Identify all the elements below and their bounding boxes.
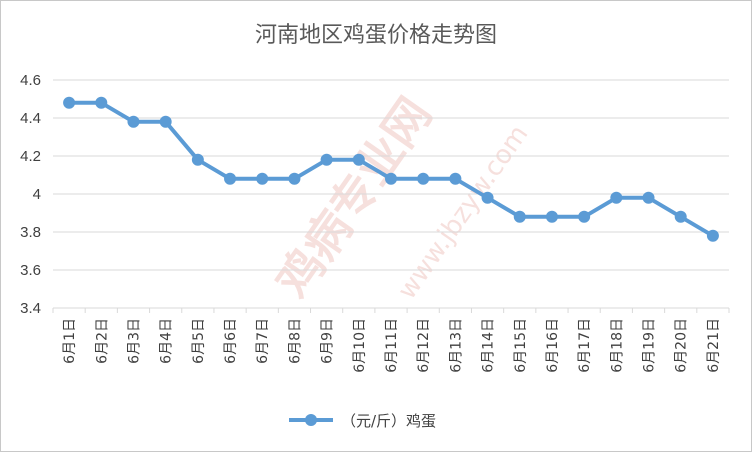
data-point[interactable] xyxy=(578,210,591,223)
x-tick-label: 6月17日 xyxy=(577,318,593,373)
y-axis-ticks: 3.4 3.6 3.8 4 4.2 4.4 4.6 xyxy=(20,72,41,317)
x-tick-label: 6月11日 xyxy=(384,318,400,373)
series-layer xyxy=(63,96,719,242)
x-tick-label: 6月14日 xyxy=(481,318,497,373)
y-tick-label: 3.8 xyxy=(20,224,41,241)
data-point[interactable] xyxy=(674,210,687,223)
data-point[interactable] xyxy=(224,172,237,185)
x-tick-label: 6月19日 xyxy=(642,318,658,373)
x-tick-label: 6月20日 xyxy=(674,318,690,373)
data-point[interactable] xyxy=(288,172,301,185)
data-point[interactable] xyxy=(545,210,558,223)
x-tick-label: 6月6日 xyxy=(223,318,239,364)
x-tick-label: 6月5日 xyxy=(191,318,207,364)
x-tick-label: 6月1日 xyxy=(62,318,78,364)
data-point[interactable] xyxy=(352,153,365,166)
data-point[interactable] xyxy=(449,172,462,185)
legend[interactable]: （元/斤）鸡蛋 xyxy=(289,412,436,430)
x-axis-ticks: 6月1日 6月2日 6月3日 6月4日 6月5日 6月6日 6月7日 6月8日 6月9日 6月10… xyxy=(52,308,730,373)
data-point[interactable] xyxy=(95,96,108,109)
data-point[interactable] xyxy=(63,96,76,109)
data-point[interactable] xyxy=(513,210,526,223)
legend-label: （元/斤）鸡蛋 xyxy=(341,412,436,430)
y-tick-label: 4.2 xyxy=(20,148,41,165)
data-point[interactable] xyxy=(417,172,430,185)
x-tick-label: 6月3日 xyxy=(126,318,142,364)
x-tick-label: 6月2日 xyxy=(94,318,110,364)
data-point[interactable] xyxy=(610,191,623,204)
data-point[interactable] xyxy=(256,172,269,185)
y-tick-label: 3.4 xyxy=(20,300,41,317)
x-tick-label: 6月4日 xyxy=(159,318,175,364)
data-point[interactable] xyxy=(191,153,204,166)
data-point[interactable] xyxy=(320,153,333,166)
x-tick-label: 6月21日 xyxy=(706,318,722,373)
x-tick-label: 6月8日 xyxy=(287,318,303,364)
x-tick-label: 6月16日 xyxy=(545,318,561,373)
data-point[interactable] xyxy=(481,191,494,204)
x-tick-label: 6月7日 xyxy=(255,318,271,364)
x-tick-label: 6月9日 xyxy=(320,318,336,364)
x-tick-label: 6月13日 xyxy=(448,318,464,373)
x-tick-label: 6月12日 xyxy=(416,318,432,373)
data-point[interactable] xyxy=(385,172,397,185)
legend-marker-swatch xyxy=(305,414,317,426)
data-point[interactable] xyxy=(159,115,172,128)
y-tick-label: 3.6 xyxy=(20,262,41,279)
y-tick-label: 4.6 xyxy=(20,72,41,89)
data-point[interactable] xyxy=(642,191,655,204)
x-tick-label: 6月15日 xyxy=(513,318,529,373)
y-tick-label: 4 xyxy=(33,186,41,203)
chart-title: 河南地区鸡蛋价格走势图 xyxy=(255,23,497,48)
data-point[interactable] xyxy=(127,115,140,128)
x-tick-label: 6月18日 xyxy=(609,318,625,373)
y-tick-label: 4.4 xyxy=(20,110,41,127)
x-tick-label: 6月10日 xyxy=(352,318,368,373)
data-point[interactable] xyxy=(706,229,719,242)
